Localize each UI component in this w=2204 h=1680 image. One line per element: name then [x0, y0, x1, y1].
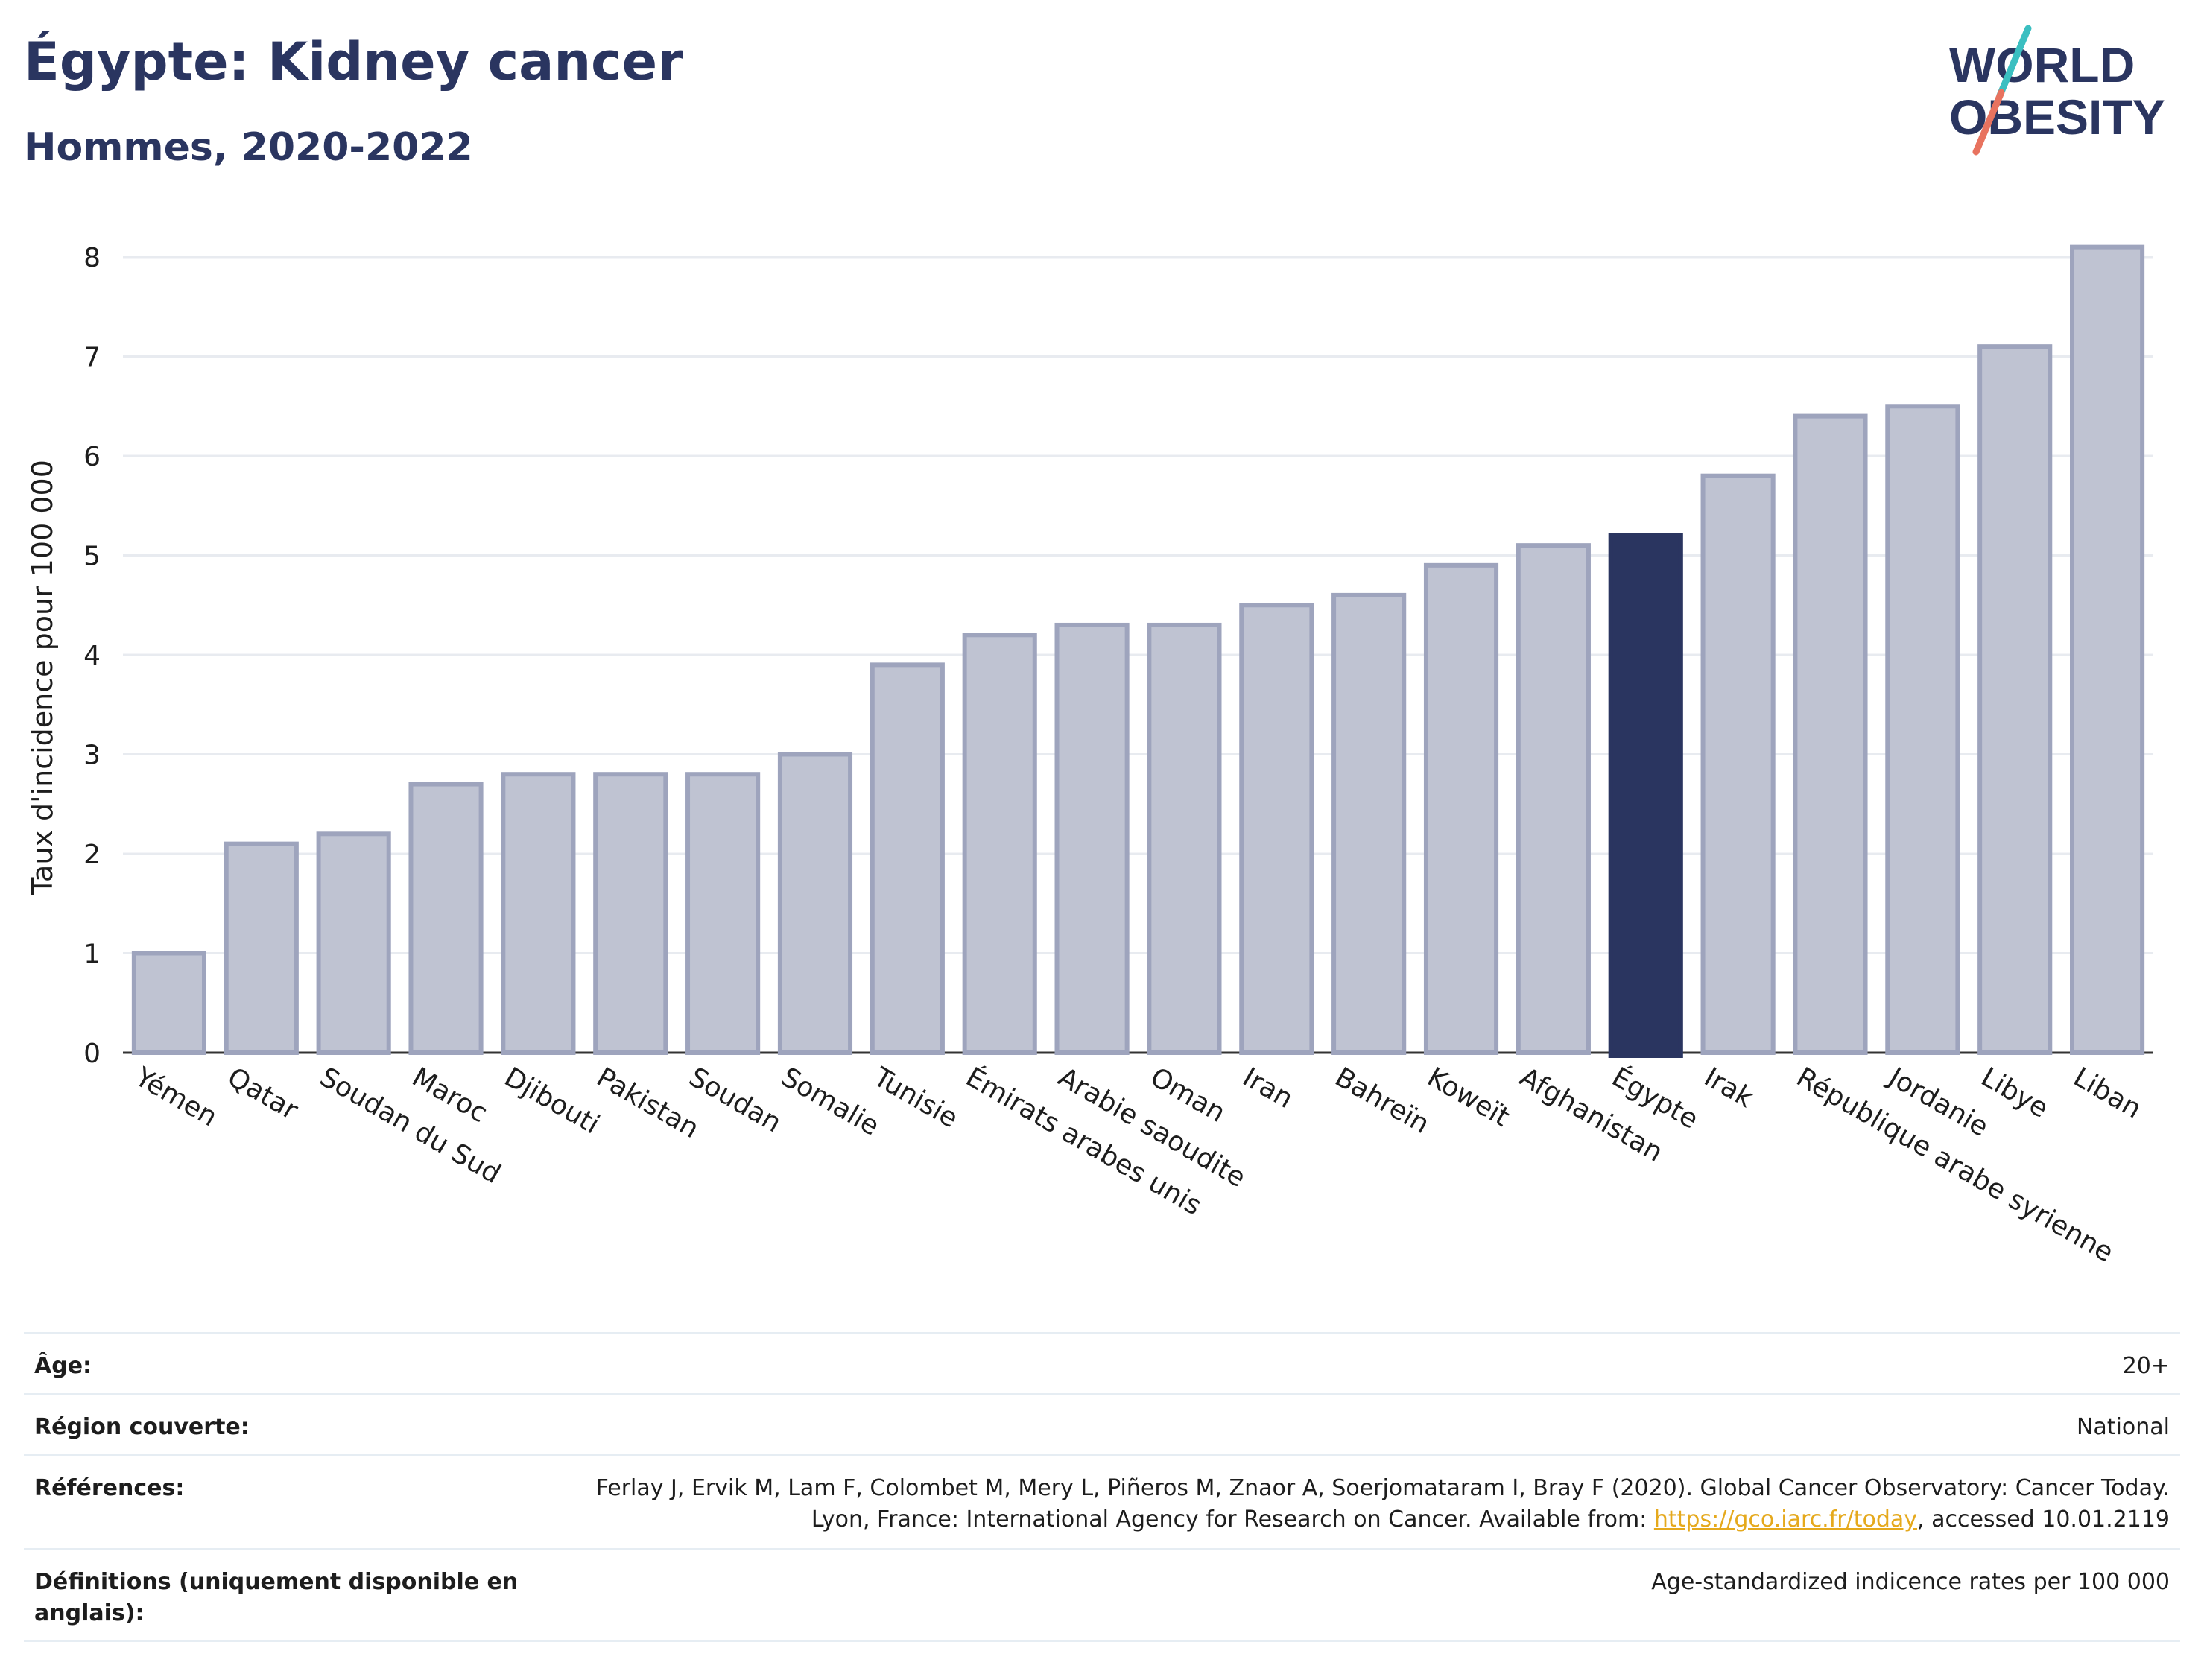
bar-tunisie: [870, 662, 945, 1055]
metadata-table: Âge: 20+ Région couverte: National Référ…: [24, 1332, 2180, 1642]
meta-row-region: Région couverte: National: [24, 1393, 2180, 1454]
y-tick-label: 8: [83, 243, 101, 273]
references-label: Références:: [34, 1475, 185, 1501]
meta-row-references: Références: Ferlay J, Ervik M, Lam F, Co…: [24, 1454, 2180, 1548]
region-label: Région couverte:: [34, 1414, 250, 1440]
meta-row-age: Âge: 20+: [24, 1332, 2180, 1393]
region-value: National: [2076, 1414, 2170, 1440]
x-tick-label: Somalie: [776, 1062, 884, 1142]
bar-iran: [1239, 603, 1314, 1055]
references-accessed: , accessed 10.01.2119: [1917, 1506, 2170, 1532]
x-tick-label: Bahreïn: [1330, 1062, 1434, 1140]
bar-jordanie: [1885, 404, 1960, 1055]
x-tick-label: Qatar: [222, 1062, 303, 1126]
bar-djibouti: [501, 772, 576, 1055]
x-tick-label: Koweït: [1422, 1062, 1515, 1132]
x-tick-label: Tunisie: [867, 1062, 963, 1135]
y-tick-label: 2: [83, 840, 101, 870]
x-tick-label: République arabe syrienne: [1791, 1062, 2118, 1268]
bar-oman: [1147, 622, 1222, 1055]
page-subtitle: Hommes, 2020-2022: [24, 125, 473, 170]
x-tick-label: Iran: [1238, 1062, 1298, 1115]
bar-r-publique-arabe-syrienne: [1793, 413, 1868, 1055]
bar-arabie-saoudite: [1054, 622, 1130, 1055]
bar-maroc: [408, 782, 484, 1056]
bar-liban: [2070, 244, 2145, 1055]
x-tick-label: Djibouti: [499, 1062, 604, 1140]
y-tick-label: 0: [83, 1039, 101, 1069]
age-label: Âge:: [34, 1353, 92, 1379]
age-value: 20+: [2122, 1353, 2170, 1379]
y-tick-label: 7: [83, 343, 101, 373]
logo-slash-teal: [1996, 25, 2032, 99]
y-tick-label: 1: [83, 939, 101, 970]
bar-irak: [1700, 473, 1776, 1055]
bar--mirats-arabes-unis: [962, 633, 1037, 1055]
bar-bahre-n: [1331, 592, 1407, 1055]
x-tick-label: Yémen: [130, 1062, 223, 1133]
references-link[interactable]: https://gco.iarc.fr/today: [1653, 1506, 1918, 1532]
references-text: Ferlay J, Ervik M, Lam F, Colombet M, Me…: [595, 1475, 2170, 1532]
x-tick-label: Soudan: [684, 1062, 787, 1138]
y-tick-label: 4: [83, 641, 101, 671]
y-tick-label: 5: [83, 542, 101, 572]
meta-row-definitions: Définitions (uniquement disponible en an…: [24, 1548, 2180, 1642]
definitions-label: Définitions (uniquement disponible en an…: [34, 1569, 519, 1626]
bar-qatar: [224, 841, 299, 1056]
x-tick-label: Pakistan: [592, 1062, 704, 1144]
logo-text-world: WORLD: [1949, 37, 2135, 92]
y-tick-labels: 0 1 2 3 4 5 6 7 8: [83, 243, 101, 1069]
y-axis-label: Taux d'incidence pour 100 000: [26, 460, 59, 896]
bar-kowe-t: [1423, 562, 1499, 1055]
bar-afghanistan: [1516, 543, 1591, 1055]
y-tick-label: 3: [83, 741, 101, 771]
page-title: Égypte: Kidney cancer: [24, 31, 683, 92]
references-value: Ferlay J, Ervik M, Lam F, Colombet M, Me…: [568, 1473, 2170, 1535]
x-tick-label: Liban: [2068, 1062, 2147, 1124]
bars: [131, 244, 2145, 1058]
x-tick-label: Irak: [1699, 1062, 1758, 1114]
y-tick-label: 6: [83, 442, 101, 472]
bar-somalie: [777, 752, 853, 1055]
logo-slash-coral: [1972, 89, 2005, 156]
bar-y-men: [131, 951, 206, 1055]
bar-libye: [1977, 344, 2053, 1055]
bar-pakistan: [593, 772, 668, 1055]
world-obesity-logo: WORLD OBESITY: [1949, 25, 2165, 156]
definitions-value: Age-standardized indicence rates per 100…: [1651, 1569, 2170, 1595]
bar--gypte: [1608, 533, 1683, 1058]
bar-soudan-du-sud: [316, 831, 391, 1056]
bar-soudan: [685, 772, 761, 1055]
